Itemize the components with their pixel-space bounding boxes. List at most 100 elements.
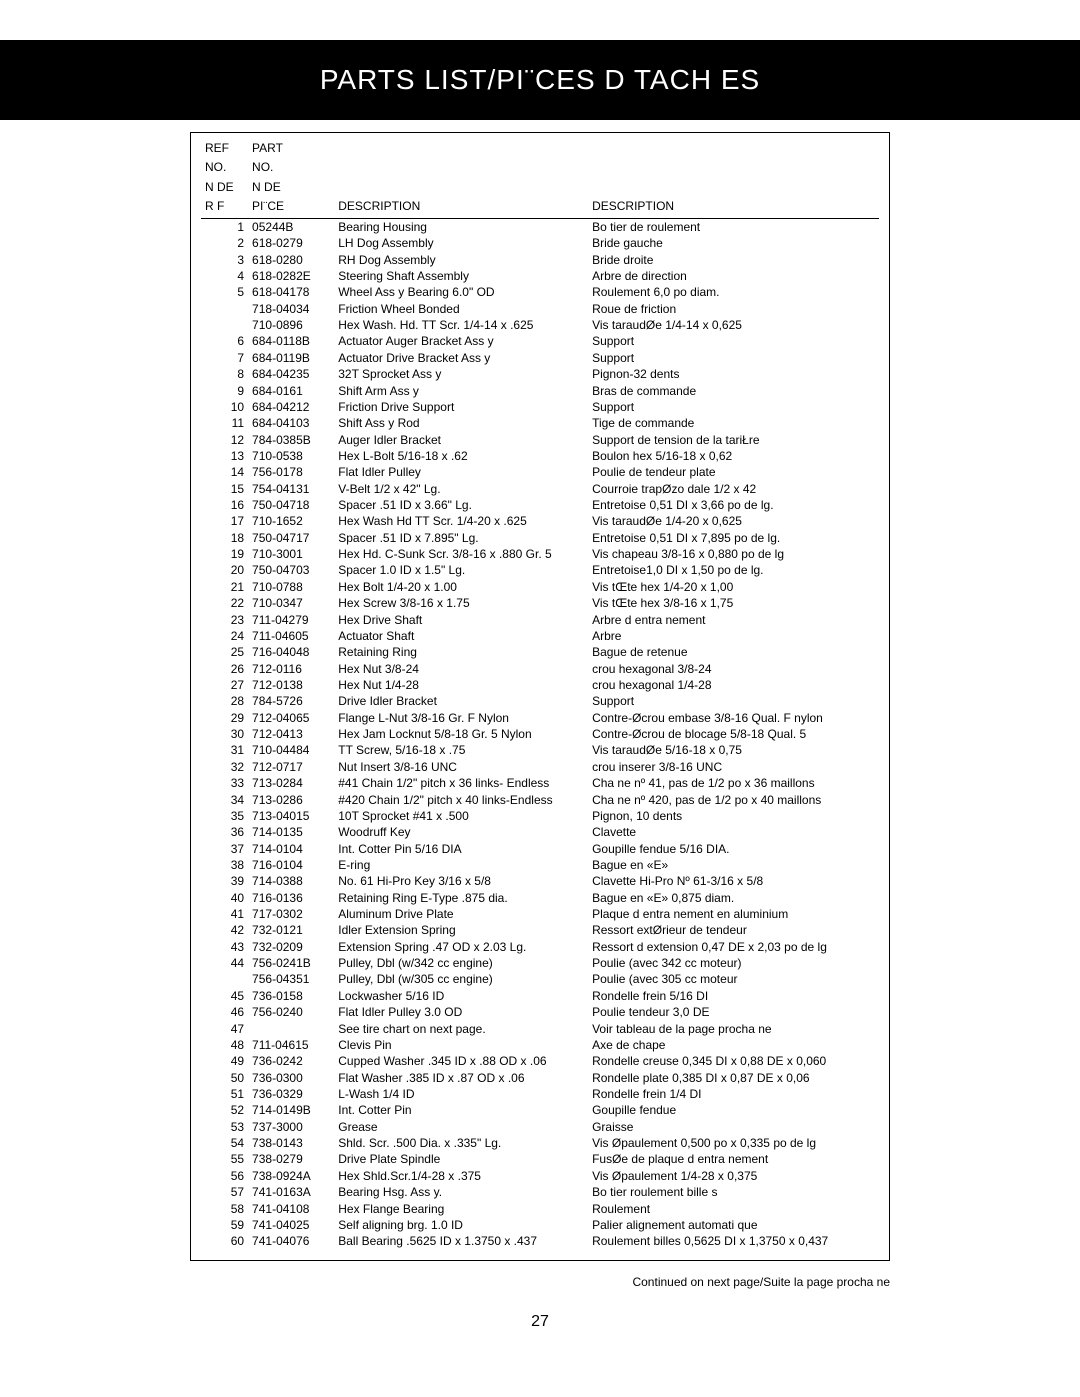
table-row: 14756-0178Flat Idler PulleyPoulie de ten… <box>201 465 879 481</box>
cell-part: 711-04615 <box>248 1037 334 1053</box>
cell-description-fr: Vis chapeau 3/8-16 x 0,880 po de lg <box>588 547 879 563</box>
cell-part: 736-0329 <box>248 1086 334 1102</box>
table-row: 55738-0279Drive Plate SpindleFusØe de pl… <box>201 1152 879 1168</box>
cell-description-fr: Pignon, 10 dents <box>588 808 879 824</box>
table-row: 35713-0401510T Sprocket #41 x .500Pignon… <box>201 808 879 824</box>
cell-description-fr: Goupille fendue <box>588 1103 879 1119</box>
cell-part: 684-0161 <box>248 383 334 399</box>
cell-description-fr: Support <box>588 694 879 710</box>
table-row: 36714-0135Woodruff KeyClavette <box>201 825 879 841</box>
cell-description-fr: Vis taraudØe 5/16-18 x 0,75 <box>588 743 879 759</box>
cell-description-en: Actuator Shaft <box>334 628 588 644</box>
cell-description-en: Int. Cotter Pin 5/16 DIA <box>334 841 588 857</box>
table-row: 11684-04103Shift Ass y RodTige de comman… <box>201 416 879 432</box>
cell-ref: 42 <box>201 923 248 939</box>
cell-part: 618-0282E <box>248 269 334 285</box>
cell-ref: 30 <box>201 727 248 743</box>
cell-description-fr: crou hexagonal 1/4-28 <box>588 678 879 694</box>
table-row: 12784-0385BAuger Idler BracketSupport de… <box>201 432 879 448</box>
table-row: 15754-04131V-Belt 1/2 x 42" Lg.Courroie … <box>201 481 879 497</box>
table-row: 24711-04605Actuator ShaftArbre <box>201 628 879 644</box>
cell-ref: 6 <box>201 334 248 350</box>
cell-ref: 4 <box>201 269 248 285</box>
table-row: 44756-0241BPulley, Dbl (w/342 cc engine)… <box>201 956 879 972</box>
cell-ref: 31 <box>201 743 248 759</box>
cell-part: 710-04484 <box>248 743 334 759</box>
cell-ref: 56 <box>201 1168 248 1184</box>
header-ref-line4: R F <box>201 197 248 219</box>
cell-description-en: Hex L-Bolt 5/16-18 x .62 <box>334 448 588 464</box>
cell-part: 750-04718 <box>248 498 334 514</box>
cell-description-en: Actuator Drive Bracket Ass y <box>334 350 588 366</box>
table-row: 6684-0118BActuator Auger Bracket Ass ySu… <box>201 334 879 350</box>
cell-description-fr: Clavette <box>588 825 879 841</box>
cell-description-fr: Arbre de direction <box>588 269 879 285</box>
continued-note: Continued on next page/Suite la page pro… <box>190 1275 890 1289</box>
cell-ref: 13 <box>201 448 248 464</box>
table-head: REF PART NO. NO. N DE N DE R F PI¨CE <box>201 139 879 219</box>
cell-description-en: Clevis Pin <box>334 1037 588 1053</box>
cell-part: 710-0788 <box>248 579 334 595</box>
table-row: 60741-04076Ball Bearing .5625 ID x 1.375… <box>201 1234 879 1250</box>
cell-part: 712-0138 <box>248 678 334 694</box>
table-row: 13710-0538Hex L-Bolt 5/16-18 x .62Boulon… <box>201 448 879 464</box>
table-row: 41717-0302Aluminum Drive PlatePlaque d e… <box>201 907 879 923</box>
cell-description-fr: Entretoise 0,51 DI x 3,66 po de lg. <box>588 498 879 514</box>
cell-description-en: Lockwasher 5/16 ID <box>334 988 588 1004</box>
cell-ref: 23 <box>201 612 248 628</box>
cell-ref: 25 <box>201 645 248 661</box>
cell-description-en: Shld. Scr. .500 Dia. x .335" Lg. <box>334 1136 588 1152</box>
cell-part: 736-0300 <box>248 1070 334 1086</box>
cell-description-fr: Bride droite <box>588 252 879 268</box>
cell-description-en: Retaining Ring E-Type .875 dia. <box>334 890 588 906</box>
cell-ref: 44 <box>201 956 248 972</box>
cell-ref: 38 <box>201 857 248 873</box>
table-row: 2618-0279LH Dog AssemblyBride gauche <box>201 236 879 252</box>
header-part-line1: PART <box>248 139 334 158</box>
cell-description-en: Hex Wash Hd TT Scr. 1/4-20 x .625 <box>334 514 588 530</box>
cell-description-fr: Poulie de tendeur plate <box>588 465 879 481</box>
cell-description-en: TT Screw, 5/16-18 x .75 <box>334 743 588 759</box>
cell-description-fr: Contre-Øcrou embase 3/8-16 Qual. F nylon <box>588 710 879 726</box>
cell-ref: 41 <box>201 907 248 923</box>
cell-description-en: RH Dog Assembly <box>334 252 588 268</box>
cell-ref: 32 <box>201 759 248 775</box>
cell-part: 684-0119B <box>248 350 334 366</box>
cell-description-fr: Vis tŒte hex 1/4-20 x 1,00 <box>588 579 879 595</box>
cell-ref: 55 <box>201 1152 248 1168</box>
cell-part: 750-04717 <box>248 530 334 546</box>
cell-part: 741-04108 <box>248 1201 334 1217</box>
page: PARTS LIST/PI¨CES D TACH ES REF PART NO.… <box>0 40 1080 1371</box>
cell-part: 736-0158 <box>248 988 334 1004</box>
cell-ref: 27 <box>201 678 248 694</box>
cell-part: 756-0178 <box>248 465 334 481</box>
cell-description-en: Self aligning brg. 1.0 ID <box>334 1217 588 1233</box>
cell-description-fr: Bague en «E» <box>588 857 879 873</box>
cell-part: 718-04034 <box>248 301 334 317</box>
table-row: 16750-04718Spacer .51 ID x 3.66" Lg.Entr… <box>201 498 879 514</box>
cell-description-en: Flat Idler Pulley 3.0 OD <box>334 1005 588 1021</box>
cell-description-fr: Bras de commande <box>588 383 879 399</box>
cell-part: 710-0896 <box>248 318 334 334</box>
cell-description-en: Hex Drive Shaft <box>334 612 588 628</box>
cell-part: 738-0279 <box>248 1152 334 1168</box>
cell-ref: 24 <box>201 628 248 644</box>
cell-part: 736-0242 <box>248 1054 334 1070</box>
cell-part: 714-0135 <box>248 825 334 841</box>
cell-description-fr: FusØe de plaque d entra nement <box>588 1152 879 1168</box>
cell-part: 711-04279 <box>248 612 334 628</box>
cell-ref: 53 <box>201 1119 248 1135</box>
table-row: 20750-04703Spacer 1.0 ID x 1.5" Lg.Entre… <box>201 563 879 579</box>
cell-part: 784-5726 <box>248 694 334 710</box>
cell-description-fr: crou hexagonal 3/8-24 <box>588 661 879 677</box>
table-row: 30712-0413Hex Jam Locknut 5/8-18 Gr. 5 N… <box>201 727 879 743</box>
table-row: 33713-0284#41 Chain 1/2" pitch x 36 link… <box>201 776 879 792</box>
cell-part: 712-0116 <box>248 661 334 677</box>
cell-ref: 21 <box>201 579 248 595</box>
cell-description-fr: Vis taraudØe 1/4-14 x 0,625 <box>588 318 879 334</box>
cell-part: 717-0302 <box>248 907 334 923</box>
cell-ref <box>201 301 248 317</box>
cell-part: 713-04015 <box>248 808 334 824</box>
table-row: 9684-0161Shift Arm Ass yBras de commande <box>201 383 879 399</box>
cell-description-en: Int. Cotter Pin <box>334 1103 588 1119</box>
